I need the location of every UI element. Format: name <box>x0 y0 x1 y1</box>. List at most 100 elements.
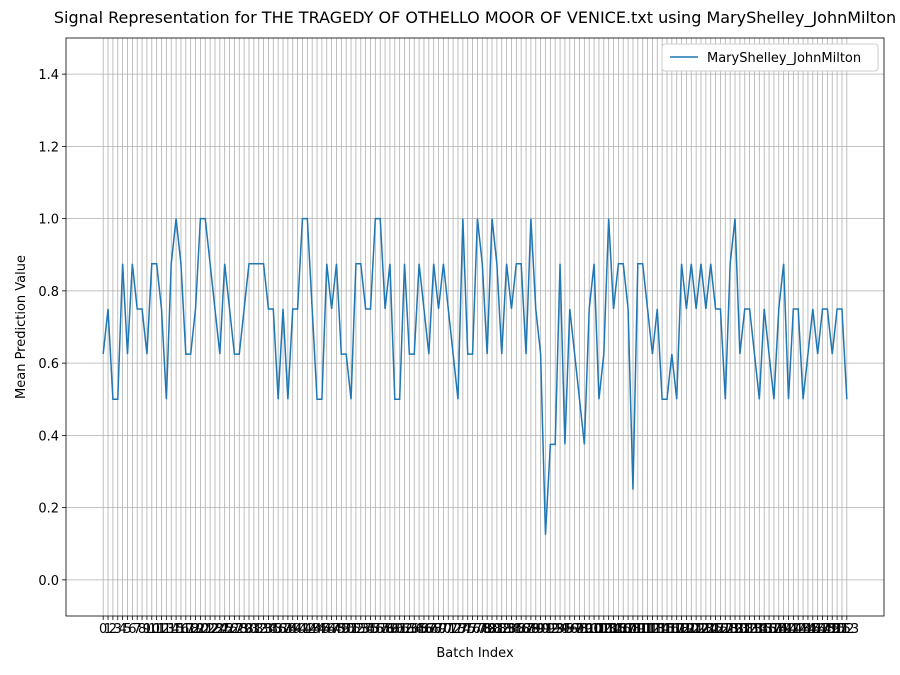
x-tick-label: 136 <box>752 622 777 637</box>
x-tick-label: 77 <box>469 622 486 637</box>
x-tick-label: 84 <box>503 622 520 637</box>
x-tick-label: 137 <box>757 622 782 637</box>
x-tick-label: 81 <box>489 622 506 637</box>
x-tick-label: 1 <box>104 622 112 637</box>
x-tick-label: 101 <box>582 622 607 637</box>
y-tick-label: 0.4 <box>38 429 59 444</box>
x-tick-label: 60 <box>387 622 404 637</box>
x-tick-label: 9 <box>143 622 151 637</box>
x-tick-label: 144 <box>791 622 816 637</box>
x-tick-label: 33 <box>255 622 272 637</box>
x-tick-label: 67 <box>421 622 438 637</box>
x-tick-label: 141 <box>776 622 801 637</box>
x-tick-label: 152 <box>830 622 855 637</box>
x-tick-label: 131 <box>727 622 752 637</box>
x-tick-label: 102 <box>587 622 612 637</box>
x-tick-label: 58 <box>377 622 394 637</box>
x-tick-label: 29 <box>236 622 253 637</box>
x-tick-label: 32 <box>250 622 267 637</box>
y-tick-label: 0.2 <box>38 502 59 517</box>
x-tick-label: 22 <box>202 622 219 637</box>
x-tick-label: 5 <box>123 622 131 637</box>
x-tick-label: 11 <box>148 622 165 637</box>
x-tick-label: 78 <box>474 622 491 637</box>
x-tick-label: 143 <box>786 622 811 637</box>
x-tick-label: 96 <box>562 622 579 637</box>
legend: MaryShelley_JohnMilton <box>661 43 879 72</box>
x-tick-label: 21 <box>197 622 214 637</box>
x-tick-label: 57 <box>372 622 389 637</box>
x-tick-label: 69 <box>430 622 447 637</box>
x-tick-label: 70 <box>435 622 452 637</box>
x-tick-label: 130 <box>723 622 748 637</box>
x-tick-label: 44 <box>309 622 326 637</box>
x-tick-label: 64 <box>406 622 423 637</box>
x-tick-label: 34 <box>260 622 277 637</box>
x-tick-label: 92 <box>542 622 559 637</box>
x-tick-label: 121 <box>679 622 704 637</box>
x-tick-label: 55 <box>362 622 379 637</box>
x-tick-label: 90 <box>532 622 549 637</box>
x-tick-label: 126 <box>703 622 728 637</box>
x-tick-label: 125 <box>698 622 723 637</box>
x-tick-label: 3 <box>114 622 122 637</box>
x-tick-label: 115 <box>650 622 675 637</box>
x-tick-label: 83 <box>498 622 515 637</box>
x-tick-label: 122 <box>684 622 709 637</box>
x-tick-label: 30 <box>241 622 258 637</box>
x-tick-label: 79 <box>479 622 496 637</box>
x-tick-label: 76 <box>464 622 481 637</box>
x-tick-label: 53 <box>353 622 370 637</box>
x-tick-label: 99 <box>576 622 593 637</box>
x-tick-label: 146 <box>800 622 825 637</box>
y-tick-label: 0.6 <box>38 357 59 372</box>
x-tick-label: 7 <box>133 622 141 637</box>
x-tick-label: 147 <box>805 622 830 637</box>
x-tick-label: 37 <box>275 622 292 637</box>
x-tick-label: 116 <box>655 622 680 637</box>
x-tick-label: 39 <box>284 622 301 637</box>
x-tick-label: 38 <box>280 622 297 637</box>
x-tick-label: 148 <box>810 622 835 637</box>
x-tick-label: 150 <box>820 622 845 637</box>
x-tick-label: 26 <box>221 622 238 637</box>
x-tick-label: 71 <box>440 622 457 637</box>
x-tick-label: 24 <box>212 622 229 637</box>
x-tick-label: 51 <box>343 622 360 637</box>
x-tick-label: 91 <box>537 622 554 637</box>
x-tick-label: 80 <box>484 622 501 637</box>
x-tick-label: 133 <box>737 622 762 637</box>
x-tick-label: 142 <box>781 622 806 637</box>
x-tick-label: 75 <box>459 622 476 637</box>
x-tick-label: 2 <box>109 622 117 637</box>
x-tick-label: 135 <box>747 622 772 637</box>
x-tick-label: 47 <box>323 622 340 637</box>
x-tick-label: 109 <box>621 622 646 637</box>
x-tick-label: 4 <box>118 622 126 637</box>
chart-title: Signal Representation for THE TRAGEDY OF… <box>54 8 896 28</box>
x-tick-label: 14 <box>163 622 180 637</box>
x-tick-label: 15 <box>168 622 185 637</box>
x-tick-label: 46 <box>318 622 335 637</box>
x-tick-label: 110 <box>625 622 650 637</box>
x-tick-label: 48 <box>328 622 345 637</box>
x-tick-label: 86 <box>513 622 530 637</box>
x-tick-label: 89 <box>527 622 544 637</box>
x-tick-label: 138 <box>761 622 786 637</box>
x-tick-label: 103 <box>591 622 616 637</box>
x-tick-label: 8 <box>138 622 146 637</box>
x-tick-label: 119 <box>669 622 694 637</box>
x-tick-label: 56 <box>367 622 384 637</box>
x-tick-label: 41 <box>294 622 311 637</box>
x-tick-label: 145 <box>796 622 821 637</box>
x-tick-label: 12 <box>153 622 170 637</box>
x-tick-label: 45 <box>314 622 331 637</box>
x-tick-label: 87 <box>518 622 535 637</box>
x-tick-label: 52 <box>348 622 365 637</box>
x-tick-label: 36 <box>270 622 287 637</box>
x-tick-label: 88 <box>523 622 540 637</box>
x-axis-label: Batch Index <box>436 646 514 661</box>
x-tick-label: 6 <box>128 622 136 637</box>
x-tick-label: 72 <box>445 622 462 637</box>
